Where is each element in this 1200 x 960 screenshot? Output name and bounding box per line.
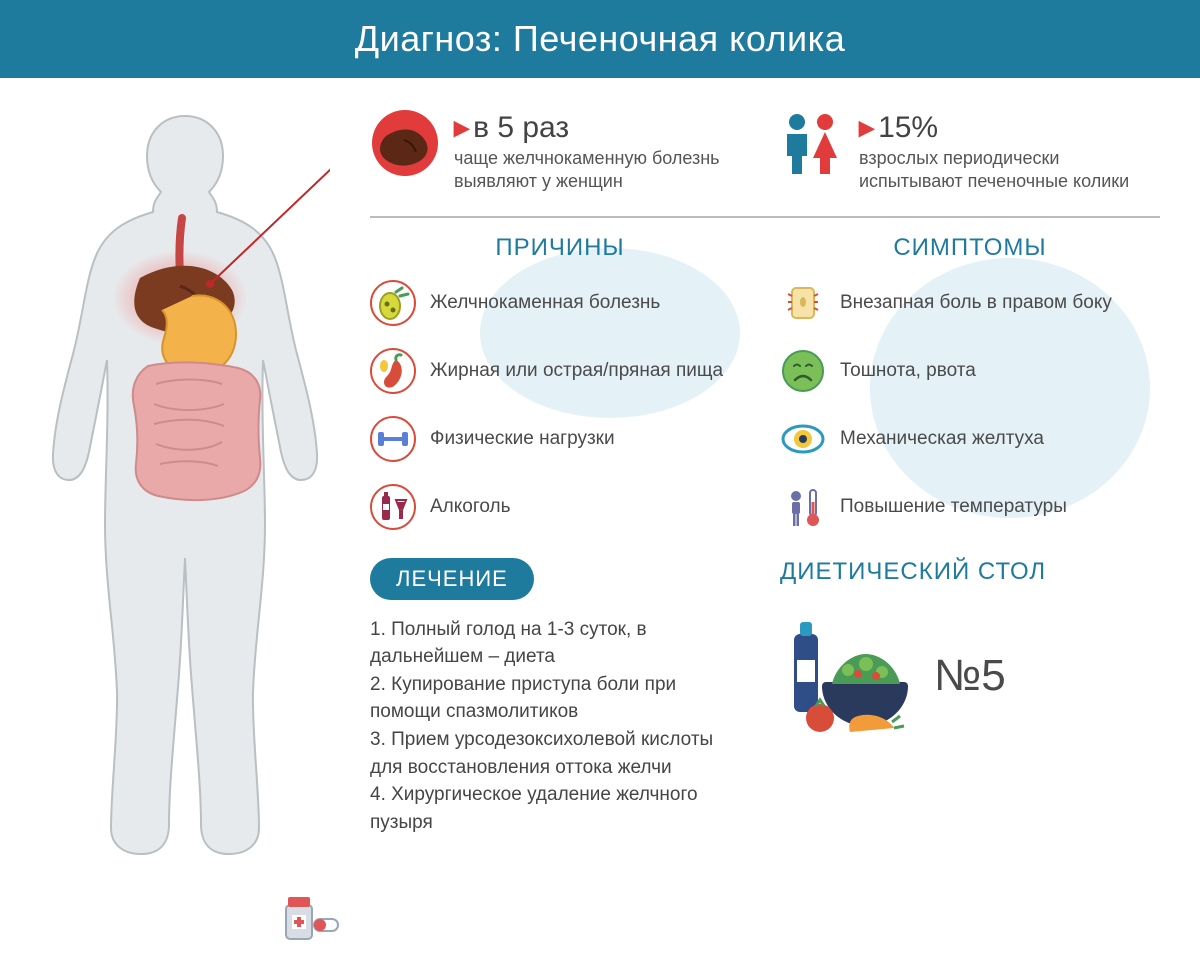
- item-label: Внезапная боль в правом боку: [840, 292, 1112, 314]
- stat-text: ▸в 5 раз чаще желчнокаменную болезнь выя…: [454, 108, 755, 194]
- list-item: Желчнокаменная болезнь: [370, 280, 750, 326]
- info-column: ▸в 5 раз чаще желчнокаменную болезнь выя…: [350, 108, 1160, 873]
- treatment-col: ЛЕЧЕНИЕ 1. Полный голод на 1-3 суток, в …: [370, 558, 750, 836]
- treatment-item: 4. Хирургическое удаление желчного пузыр…: [370, 781, 750, 836]
- causes-title: ПРИЧИНЫ: [370, 234, 750, 262]
- side-pain-icon: [780, 280, 826, 326]
- item-label: Физические нагрузки: [430, 428, 615, 450]
- item-label: Желчнокаменная болезнь: [430, 292, 660, 314]
- treatment-title: ЛЕЧЕНИЕ: [370, 558, 534, 600]
- item-label: Тошнота, рвота: [840, 360, 976, 382]
- treatment-item: 2. Купирование приступа боли при помощи …: [370, 671, 750, 726]
- people-icon: [775, 108, 845, 178]
- item-label: Алкоголь: [430, 496, 511, 518]
- spicy-food-icon: [370, 348, 416, 394]
- list-item: Физические нагрузки: [370, 416, 750, 462]
- treatment-list: 1. Полный голод на 1-3 суток, в дальнейш…: [370, 616, 750, 836]
- causes-list: Желчнокаменная болезнь Жирная или острая…: [370, 280, 750, 530]
- stat-adults: ▸15% взрослых периодически испытывают пе…: [775, 108, 1160, 194]
- diet-col: ДИЕТИЧЕСКИЙ СТОЛ: [780, 558, 1160, 836]
- dumbbell-icon: [370, 416, 416, 462]
- stat-value: 15%: [878, 111, 938, 144]
- list-item: Внезапная боль в правом боку: [780, 280, 1160, 326]
- list-item: Механическая желтуха: [780, 416, 1160, 462]
- arrow-icon: ▸: [859, 111, 874, 144]
- diet-title: ДИЕТИЧЕСКИЙ СТОЛ: [780, 558, 1160, 586]
- causes-symptoms: ПРИЧИНЫ Желчнокаменная болезнь: [370, 234, 1160, 552]
- fever-icon: [780, 484, 826, 530]
- symptoms-title: СИМПТОМЫ: [780, 234, 1160, 262]
- nausea-icon: [780, 348, 826, 394]
- stat-desc: чаще желчнокаменную болезнь выявляют у ж…: [454, 148, 720, 191]
- diet-content: №5: [780, 616, 1160, 736]
- content-area: ▸в 5 раз чаще желчнокаменную болезнь выя…: [0, 78, 1200, 893]
- divider: [370, 216, 1160, 218]
- list-item: Жирная или острая/пряная пища: [370, 348, 750, 394]
- list-item: Алкоголь: [370, 484, 750, 530]
- diet-number: №5: [934, 651, 1006, 701]
- page-title: Диагноз: Печеночная колика: [355, 18, 845, 59]
- gallstone-icon: [370, 280, 416, 326]
- medicine-icon: [280, 885, 340, 945]
- human-body-icon: [40, 108, 330, 868]
- item-label: Повышение температуры: [840, 496, 1067, 518]
- liver-badge-icon: [370, 108, 440, 178]
- symptoms-col: СИМПТОМЫ Внезапная боль в правом боку: [780, 234, 1160, 552]
- jaundice-icon: [780, 416, 826, 462]
- treatment-item: 3. Прием урсодезоксихолевой кислоты для …: [370, 726, 750, 781]
- stat-women: ▸в 5 раз чаще желчнокаменную болезнь выя…: [370, 108, 755, 194]
- stat-value: в 5 раз: [473, 111, 569, 144]
- alcohol-icon: [370, 484, 416, 530]
- body-column: [40, 108, 350, 873]
- symptoms-list: Внезапная боль в правом боку Тошнота, рв…: [780, 280, 1160, 530]
- list-item: Тошнота, рвота: [780, 348, 1160, 394]
- stat-desc: взрослых периодически испытывают печеноч…: [859, 148, 1129, 191]
- page-title-bar: Диагноз: Печеночная колика: [0, 0, 1200, 78]
- causes-col: ПРИЧИНЫ Желчнокаменная болезнь: [370, 234, 750, 552]
- list-item: Повышение температуры: [780, 484, 1160, 530]
- treatment-diet: ЛЕЧЕНИЕ 1. Полный голод на 1-3 суток, в …: [370, 558, 1160, 836]
- treatment-item: 1. Полный голод на 1-3 суток, в дальнейш…: [370, 616, 750, 671]
- diet-food-icon: [780, 616, 910, 736]
- item-label: Механическая желтуха: [840, 428, 1044, 450]
- stat-text: ▸15% взрослых периодически испытывают пе…: [859, 108, 1160, 194]
- item-label: Жирная или острая/пряная пища: [430, 360, 723, 382]
- stats-row: ▸в 5 раз чаще желчнокаменную болезнь выя…: [370, 108, 1160, 194]
- arrow-icon: ▸: [454, 111, 469, 144]
